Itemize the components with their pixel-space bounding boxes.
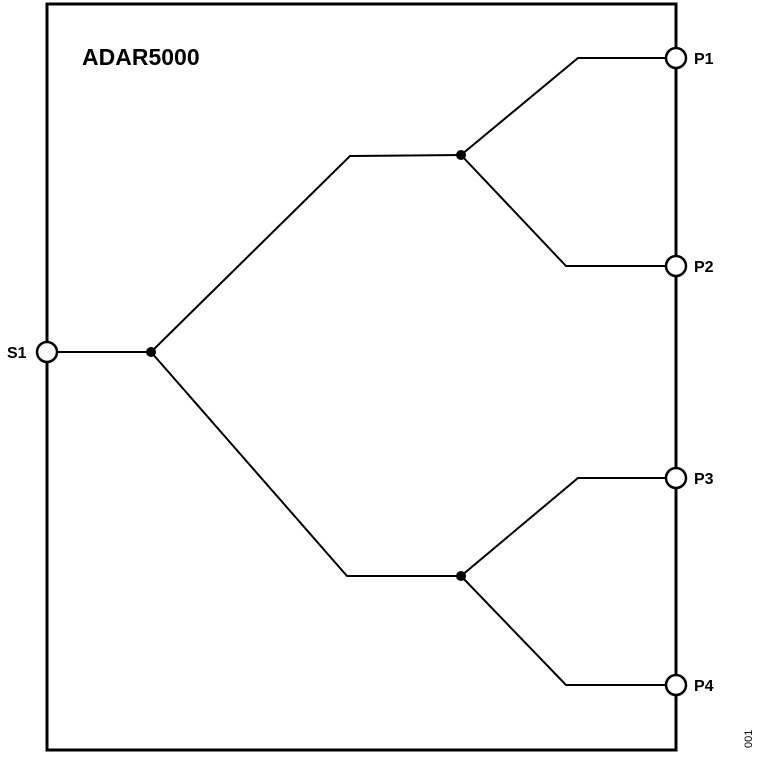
trace-p2: [460, 154, 666, 267]
port-p1-terminal: [664, 46, 688, 70]
port-p3-label: P3: [694, 471, 714, 488]
trace-p3: [460, 477, 666, 577]
port-p1-label: P1: [694, 51, 714, 68]
junction-dot-main: [146, 347, 156, 357]
trace-p4: [460, 575, 666, 686]
junction-dot-lower: [456, 571, 466, 581]
chip-title: ADAR5000: [82, 44, 200, 70]
port-s1-terminal: [35, 340, 59, 364]
trace-upper-branch: [150, 154, 462, 353]
figure-id: 001: [743, 730, 755, 748]
port-p2-terminal: [664, 254, 688, 278]
trace-lower-branch: [150, 351, 461, 577]
port-p2-label: P2: [694, 259, 714, 276]
junction-dot-upper: [456, 150, 466, 160]
chip-outline: [45, 2, 678, 752]
port-s1-label: S1: [7, 345, 27, 362]
port-p4-terminal: [664, 673, 688, 697]
port-p3-terminal: [664, 466, 688, 490]
port-p4-label: P4: [694, 678, 714, 695]
trace-p1: [460, 57, 666, 156]
